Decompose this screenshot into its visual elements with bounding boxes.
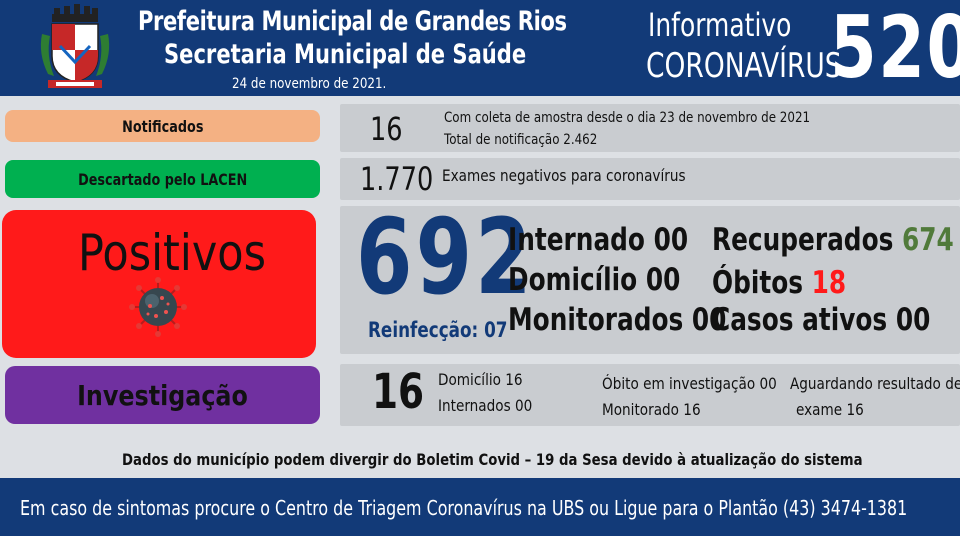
bulletin-number: 520 <box>830 0 960 98</box>
descartados-panel <box>340 158 960 200</box>
notificados-detail-1: Com coleta de amostra desde o dia 23 de … <box>444 110 811 126</box>
casos-ativos-count: Casos ativos 00 <box>712 302 931 338</box>
monitorados-count: Monitorados 00 <box>508 302 727 338</box>
recuperados-label: Recuperados <box>712 222 894 258</box>
descartados-badge: Descartado pelo LACEN <box>5 160 320 198</box>
header-bar <box>0 0 960 96</box>
investigacao-panel <box>340 364 960 426</box>
investigacao-monitorado: Monitorado 16 <box>602 400 701 419</box>
descartados-value: 1.770 <box>360 160 434 198</box>
header-date: 24 de novembro de 2021. <box>232 76 387 92</box>
investigacao-internados: Internados 00 <box>438 396 533 415</box>
coronavirus-label: CORONAVÍRUS <box>646 46 842 86</box>
coronavirus-icon <box>129 277 187 337</box>
header-title-secretaria: Secretaria Municipal de Saúde <box>164 39 527 70</box>
investigacao-badge: Investigação <box>5 366 320 424</box>
investigacao-aguardando-line1: Aguardando resultado de <box>790 374 960 393</box>
descartados-label: Descartado pelo LACEN <box>77 169 248 189</box>
positivos-value: 692 <box>356 196 535 318</box>
footer-contact-text: Em caso de sintomas procure o Centro de … <box>20 496 908 520</box>
reinfeccao-count: Reinfecção: 07 <box>368 318 508 342</box>
informativo-label: Informativo <box>648 6 792 44</box>
footer-bar <box>0 478 960 536</box>
recuperados-value: 674 <box>902 222 954 258</box>
descartados-detail: Exames negativos para coronavírus <box>442 166 686 185</box>
positivos-panel <box>340 206 960 354</box>
disclaimer-text: Dados do município podem divergir do Bol… <box>122 450 863 469</box>
investigacao-label: Investigação <box>77 378 248 412</box>
notificados-detail-2: Total de notificação 2.462 <box>444 132 598 148</box>
obitos-stat: Óbitos 18 <box>712 265 846 301</box>
investigacao-domicilio: Domicílio 16 <box>438 370 523 389</box>
notificados-badge: Notificados <box>5 110 320 142</box>
internado-count: Internado 00 <box>508 222 689 258</box>
notificados-value: 16 <box>370 110 403 148</box>
notificados-label: Notificados <box>121 116 204 136</box>
obitos-value: 18 <box>811 265 847 301</box>
header-title-prefeitura: Prefeitura Municipal de Grandes Rios <box>138 6 567 37</box>
municipal-crest-icon <box>40 4 110 88</box>
domicilio-count: Domicílio 00 <box>508 262 681 298</box>
investigacao-obito: Óbito em investigação 00 <box>602 374 777 393</box>
positivos-label: Positivos <box>78 224 267 282</box>
investigacao-aguardando-line2: exame 16 <box>796 400 864 419</box>
recuperados-stat: Recuperados 674 <box>712 222 954 258</box>
investigacao-value: 16 <box>372 364 425 420</box>
obitos-label: Óbitos <box>712 265 803 301</box>
notificados-panel <box>340 104 960 152</box>
